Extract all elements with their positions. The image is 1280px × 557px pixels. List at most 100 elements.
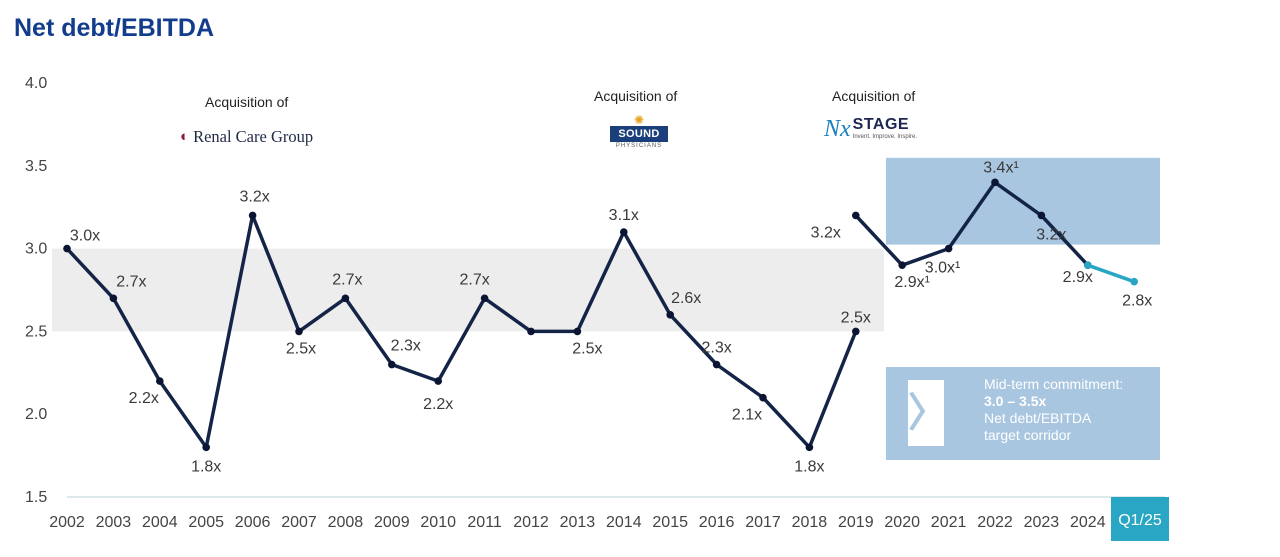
data-label: 1.8x (794, 458, 824, 475)
data-label: 2.6x (671, 290, 701, 307)
x-tick-label: 2004 (142, 514, 178, 531)
data-point (620, 228, 628, 236)
x-tick-label: 2022 (977, 514, 1013, 531)
y-tick-label: 4.0 (25, 75, 47, 92)
data-label: 2.9x¹ (894, 274, 930, 291)
x-tick-label: 2002 (49, 514, 85, 531)
x-tick-label: 2019 (838, 514, 874, 531)
data-point (63, 244, 71, 253)
data-label: 2.7x (459, 271, 489, 288)
x-tick-label: 2009 (374, 514, 410, 531)
data-label: 3.4x¹ (983, 159, 1019, 176)
x-tick-label: 2008 (328, 514, 364, 531)
data-label: 2.3x (391, 338, 421, 355)
x-tick-label: 2014 (606, 514, 642, 531)
data-point (248, 211, 257, 220)
acquisition-label-sound: Acquisition of (594, 88, 678, 104)
commitment-text: Mid-term commitment: 3.0 – 3.5x Net debt… (984, 376, 1124, 443)
y-tick-label: 3.0 (25, 241, 47, 258)
x-tick-label: 2016 (699, 514, 735, 531)
x-tick-label: 2015 (652, 514, 688, 531)
data-point (852, 327, 860, 336)
data-label: 3.0x¹ (925, 260, 961, 277)
data-point (527, 327, 535, 336)
data-point (712, 360, 721, 369)
data-point (202, 443, 210, 452)
series-line-2 (1087, 263, 1135, 284)
y-axis-ticks: 1.5 2.0 2.5 3.0 3.5 4.0 (25, 75, 47, 506)
data-label: 3.1x (609, 207, 639, 224)
data-label: 2.5x (286, 340, 316, 357)
x-axis-ticks: 2002 2003 2004 2005 2006 2007 2008 2009 2010 2011… (49, 514, 1105, 531)
data-point (480, 294, 489, 303)
data-point (759, 393, 767, 402)
data-point (434, 377, 443, 385)
data-label: 3.2x (1036, 226, 1066, 243)
x-tick-label: 2023 (1024, 514, 1060, 531)
data-label: 2.5x (572, 340, 602, 357)
data-label: 3.2x (811, 224, 841, 241)
data-point (1084, 261, 1092, 269)
y-tick-label: 2.5 (25, 323, 47, 340)
data-point (1037, 211, 1046, 220)
chart-title: Net debt/EBITDA (14, 14, 214, 42)
data-point (944, 244, 953, 253)
acquisition-label-rcg: Acquisition of (205, 94, 289, 110)
x-tick-label: 2011 (467, 514, 502, 531)
data-label: 3.0x (70, 228, 100, 245)
data-labels: 3.0x 2.7x 2.2x 1.8x 3.2x 2.5x 2.7x 2.3x 2.2x 2.7x… (70, 159, 1152, 475)
data-label: 2.1x (732, 407, 762, 424)
data-point (388, 360, 396, 369)
x-tick-label: 2012 (513, 514, 549, 531)
y-tick-label: 1.5 (25, 489, 47, 506)
rcg-swoosh-icon: ◐ (180, 128, 190, 145)
data-label: 2.9x (1063, 269, 1093, 286)
data-point (666, 311, 674, 319)
data-label: 2.7x (332, 271, 362, 288)
series-group (63, 178, 1138, 452)
data-point (852, 211, 860, 220)
data-point (573, 327, 582, 336)
data-point (991, 178, 999, 187)
data-label: 2.8x (1122, 293, 1152, 310)
data-point (805, 443, 814, 452)
target-corridor-old (52, 248, 884, 332)
x-tick-label: 2003 (96, 514, 132, 531)
data-label: 3.2x (239, 188, 269, 205)
x-tick-label: 2020 (884, 514, 920, 531)
x-tick-label: 2010 (420, 514, 456, 531)
chevron-right-icon: 〉 (908, 380, 948, 446)
sound-physicians-logo: ✺ SOUND PHYSICIANS (610, 114, 668, 149)
data-label: 1.8x (191, 458, 221, 475)
x-tick-label: 2007 (281, 514, 317, 531)
series-line-1 (854, 180, 1090, 267)
data-point (1130, 277, 1138, 286)
data-label: 2.7x (116, 273, 146, 290)
x-tick-label: 2021 (931, 514, 967, 531)
x-tick-label: 2024 (1070, 514, 1106, 531)
sun-icon: ✺ (633, 113, 645, 127)
data-label: 2.2x (423, 396, 453, 413)
x-tick-label: 2005 (188, 514, 224, 531)
commitment-box: 〉 Mid-term commitment: 3.0 – 3.5x Net de… (886, 367, 1160, 460)
y-tick-label: 2.0 (25, 406, 47, 423)
q125-badge: Q1/25 (1111, 497, 1169, 541)
data-point (898, 261, 906, 269)
x-tick-label: 2018 (792, 514, 828, 531)
data-label: 2.3x (701, 340, 731, 357)
data-point (341, 294, 350, 303)
y-tick-label: 3.5 (25, 158, 47, 175)
data-label: 2.2x (129, 390, 159, 407)
series-line-0 (65, 213, 858, 450)
x-tick-label: 2013 (560, 514, 596, 531)
data-point (109, 294, 118, 303)
acquisition-label-nxstage: Acquisition of (832, 88, 916, 104)
nxstage-logo: Nx STAGE Invent. Improve. Inspire. (824, 116, 918, 142)
renal-care-group-logo: ◐ Renal Care Group (180, 127, 314, 146)
x-tick-label: 2017 (745, 514, 781, 531)
data-point (295, 327, 303, 336)
data-point (156, 377, 164, 385)
x-tick-label: 2006 (235, 514, 271, 531)
data-label: 2.5x (841, 309, 871, 326)
